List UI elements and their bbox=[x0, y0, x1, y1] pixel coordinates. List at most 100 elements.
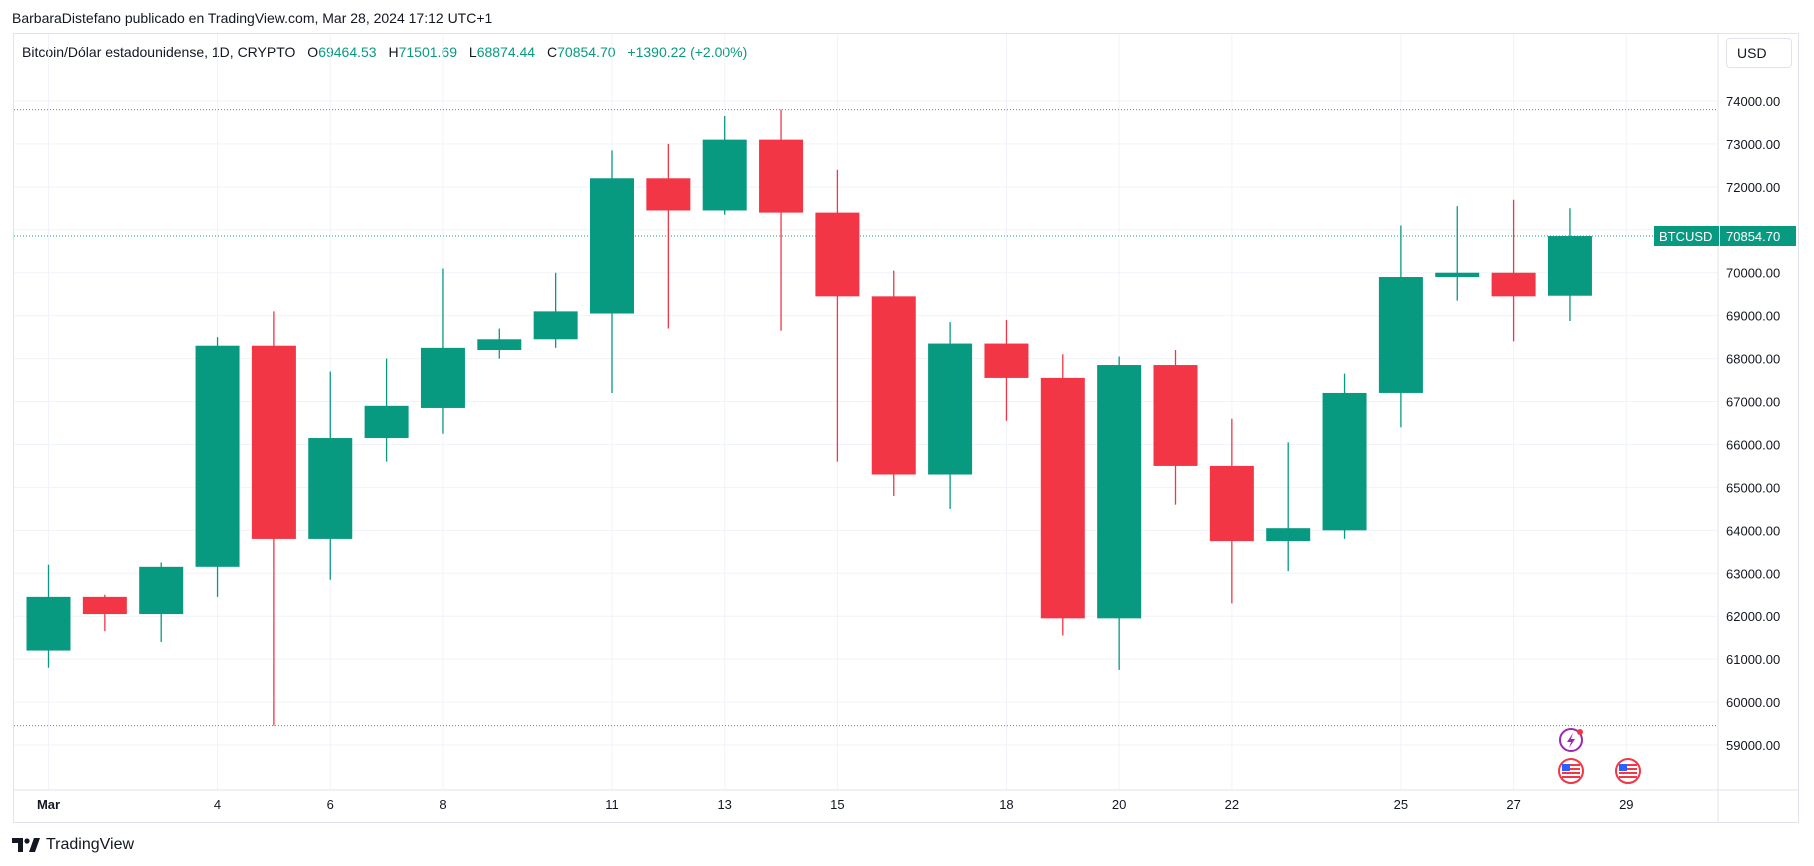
symbol-title[interactable]: Bitcoin/Dólar estadounidense, 1D, CRYPTO bbox=[22, 44, 296, 60]
candle-body bbox=[702, 139, 747, 211]
time-tick-label: 22 bbox=[1225, 797, 1239, 812]
candle-body bbox=[477, 339, 522, 351]
price-tick-label: 72000.00 bbox=[1726, 180, 1780, 195]
candle-body bbox=[1491, 272, 1536, 297]
time-tick-label: 13 bbox=[717, 797, 731, 812]
us-flag-icon[interactable] bbox=[1615, 758, 1641, 784]
ohlc-legend: Bitcoin/Dólar estadounidense, 1D, CRYPTO… bbox=[22, 44, 747, 60]
time-tick-label: 18 bbox=[999, 797, 1013, 812]
us-flag-icon[interactable] bbox=[1558, 758, 1584, 784]
candle[interactable] bbox=[871, 270, 916, 496]
candle[interactable] bbox=[1491, 199, 1536, 342]
low-label: L bbox=[468, 44, 477, 60]
candle[interactable] bbox=[928, 322, 973, 509]
candle-body bbox=[195, 345, 240, 567]
candle-body bbox=[1547, 236, 1592, 296]
candle-body bbox=[1322, 392, 1367, 531]
event-markers[interactable] bbox=[1558, 728, 1641, 784]
candle[interactable] bbox=[420, 268, 465, 434]
candle-body bbox=[759, 139, 804, 213]
candle[interactable] bbox=[1266, 442, 1311, 572]
open-value: 69464.53 bbox=[318, 44, 377, 60]
candle-body bbox=[139, 566, 184, 615]
candle-body bbox=[82, 596, 127, 615]
candle-body bbox=[308, 438, 353, 539]
candle[interactable] bbox=[82, 594, 127, 632]
change-value: +1390.22 (+2.00%) bbox=[627, 44, 748, 60]
low-value: 68874.44 bbox=[476, 44, 536, 60]
price-tick-label: 59000.00 bbox=[1726, 738, 1780, 753]
candle[interactable] bbox=[477, 328, 522, 359]
candle[interactable] bbox=[139, 562, 184, 642]
price-tick-label: 74000.00 bbox=[1726, 94, 1780, 109]
candle-body bbox=[1040, 377, 1085, 619]
candle[interactable] bbox=[251, 311, 296, 726]
candle[interactable] bbox=[1040, 354, 1085, 636]
candles bbox=[26, 109, 1592, 726]
candle[interactable] bbox=[364, 358, 409, 462]
high-label: H bbox=[388, 44, 399, 60]
price-tag-label: 70854.70 bbox=[1726, 229, 1780, 244]
horizontal-lines bbox=[14, 109, 1718, 727]
candle-body bbox=[871, 296, 916, 475]
candle-body bbox=[1209, 465, 1254, 542]
price-tick-label: 65000.00 bbox=[1726, 480, 1780, 495]
candle-body bbox=[533, 311, 578, 340]
candle[interactable] bbox=[26, 564, 71, 668]
time-tick-label: 11 bbox=[605, 797, 619, 812]
currency-button[interactable]: USD bbox=[1726, 38, 1792, 68]
close-label: C bbox=[547, 44, 558, 60]
candle[interactable] bbox=[1547, 208, 1592, 322]
candle[interactable] bbox=[590, 150, 634, 393]
lightning-event-icon[interactable] bbox=[1559, 728, 1583, 752]
attribution-text: BarbaraDistefano publicado en TradingVie… bbox=[12, 10, 493, 26]
candle-body bbox=[251, 345, 296, 539]
price-tick-label: 61000.00 bbox=[1726, 652, 1780, 667]
ticker-tag-bg bbox=[1654, 226, 1719, 246]
time-tick-label: 15 bbox=[830, 797, 844, 812]
price-tick-label: 67000.00 bbox=[1726, 395, 1780, 410]
chart-frame bbox=[13, 33, 1799, 823]
price-tick-label: 68000.00 bbox=[1726, 352, 1780, 367]
candle-body bbox=[1097, 365, 1142, 619]
price-tick-label: 60000.00 bbox=[1726, 695, 1780, 710]
candle-body bbox=[1266, 528, 1311, 542]
time-axis[interactable]: Mar 4 6 8 11 13 15 18 20 22 25 27 29 bbox=[14, 789, 1798, 812]
price-tick-label: 73000.00 bbox=[1726, 137, 1780, 152]
price-tick-label: 70000.00 bbox=[1726, 266, 1780, 281]
candle[interactable] bbox=[646, 143, 691, 329]
candle[interactable] bbox=[308, 371, 353, 580]
candle[interactable] bbox=[759, 109, 804, 331]
candle[interactable] bbox=[1435, 206, 1480, 301]
time-tick-label: 29 bbox=[1619, 797, 1633, 812]
candle[interactable] bbox=[1097, 356, 1142, 670]
candle-body bbox=[26, 596, 71, 651]
price-tick-label: 62000.00 bbox=[1726, 609, 1780, 624]
candle[interactable] bbox=[1322, 373, 1367, 539]
time-tick-label: 6 bbox=[327, 797, 334, 812]
price-axis[interactable]: 74000.0073000.0072000.0071000.0070000.00… bbox=[1717, 34, 1780, 822]
candle[interactable] bbox=[1153, 350, 1198, 505]
candle[interactable] bbox=[195, 337, 240, 597]
price-tick-label: 69000.00 bbox=[1726, 309, 1780, 324]
candle[interactable] bbox=[815, 169, 860, 462]
price-tick-label: 66000.00 bbox=[1726, 437, 1780, 452]
candle[interactable] bbox=[984, 319, 1029, 421]
candle[interactable] bbox=[1209, 418, 1254, 604]
open-label: O bbox=[307, 44, 319, 60]
price-tick-label: 64000.00 bbox=[1726, 523, 1780, 538]
high-value: 71501.69 bbox=[398, 44, 458, 60]
candle[interactable] bbox=[702, 116, 747, 215]
price-tag: BTCUSD 70854.70 bbox=[1654, 226, 1796, 246]
candle-body bbox=[1435, 272, 1480, 278]
candle[interactable] bbox=[1378, 225, 1423, 428]
time-tick-label: 20 bbox=[1112, 797, 1126, 812]
ticker-tag-label: BTCUSD bbox=[1659, 229, 1712, 244]
candle-body bbox=[364, 405, 409, 439]
time-tick-label: 8 bbox=[439, 797, 446, 812]
tradingview-brand[interactable]: TradingView bbox=[12, 836, 134, 854]
price-tick-label: 63000.00 bbox=[1726, 566, 1780, 581]
candle-body bbox=[1378, 277, 1423, 393]
candle[interactable] bbox=[533, 272, 578, 348]
